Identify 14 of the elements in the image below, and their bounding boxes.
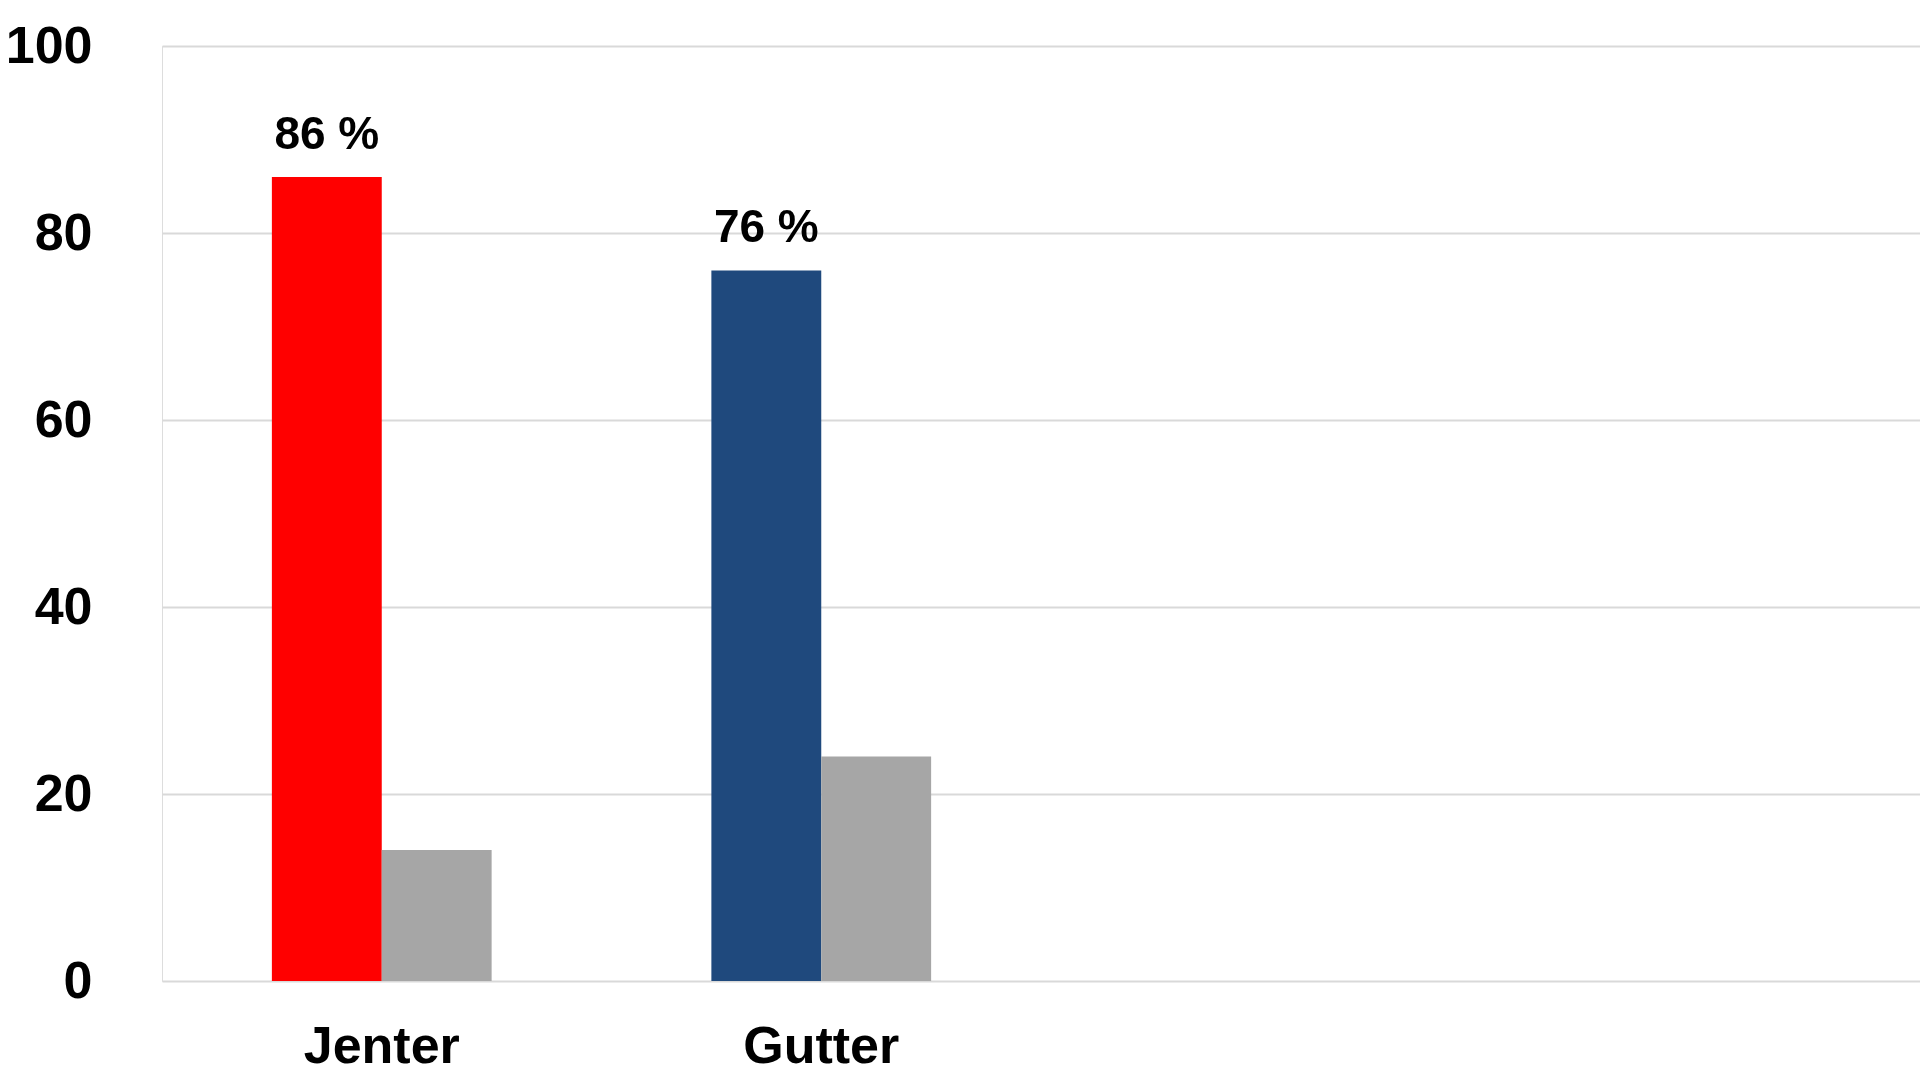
bar [381, 850, 492, 981]
bar [821, 756, 932, 981]
y-tick-label: 100 [5, 15, 93, 74]
y-tick-label: 60 [34, 389, 93, 448]
x-tick-label: Jenter [303, 1015, 460, 1074]
y-tick-label: 40 [34, 576, 93, 635]
y-tick-label: 20 [34, 763, 93, 822]
bar [271, 176, 382, 981]
data-label: 76 % [713, 200, 819, 253]
bar [711, 270, 822, 981]
x-tick-label: Gutter [743, 1015, 900, 1074]
y-tick-label: 80 [34, 202, 93, 261]
y-tick-label: 0 [63, 950, 93, 1009]
data-label: 86 % [274, 106, 380, 159]
